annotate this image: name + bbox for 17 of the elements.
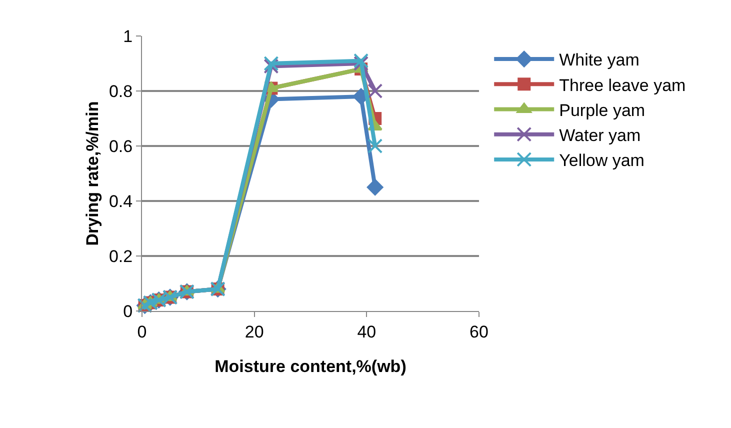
x-axis-title: Moisture content,%(wb): [214, 357, 406, 376]
y-tick-label: 0.2: [108, 246, 133, 266]
x-tick-label: 0: [137, 322, 147, 342]
legend-label: Water yam: [559, 126, 641, 145]
x-tick-label: 40: [357, 322, 376, 342]
y-tick-label: 0.8: [108, 82, 133, 101]
y-axis-title: Drying rate,%/min: [83, 101, 102, 246]
y-tick-label: 0.6: [108, 136, 133, 156]
legend-label: White yam: [559, 50, 640, 70]
y-tick-label: 0.4: [108, 192, 133, 211]
legend-label: Three leave yam: [559, 76, 686, 95]
y-tick-label: 0: [123, 302, 133, 321]
legend-label: Purple yam: [559, 100, 646, 120]
x-tick-label: 60: [470, 322, 488, 342]
y-tick-label: 1: [123, 26, 133, 46]
legend-label: Yellow yam: [559, 151, 644, 170]
x-tick-label: 20: [244, 322, 264, 342]
